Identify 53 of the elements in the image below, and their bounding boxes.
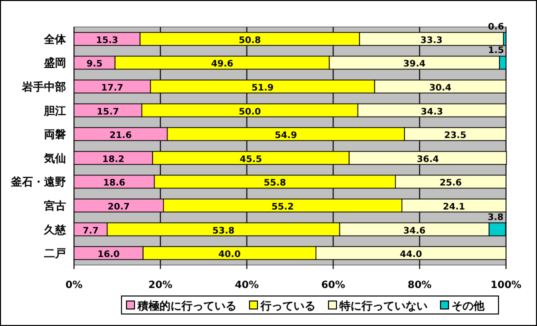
- data-label: 49.6: [211, 60, 234, 70]
- x-tick-label: 60%: [321, 280, 346, 291]
- data-label: 36.4: [416, 154, 439, 165]
- x-tick-label: 80%: [408, 280, 432, 291]
- y-tick-label: 二戸: [44, 247, 66, 260]
- x-tick-label: 100%: [490, 280, 522, 291]
- legend-label: 積極的に行っている: [136, 300, 236, 312]
- y-tick-label: 宮古: [44, 200, 66, 212]
- data-label: 25.6: [440, 178, 462, 189]
- data-label: 15.3: [96, 36, 118, 46]
- data-label: 7.7: [82, 226, 99, 236]
- legend-label: 特に行っていない: [338, 300, 428, 312]
- data-label: 30.4: [429, 84, 452, 94]
- data-label: 44.0: [400, 250, 422, 260]
- data-label: 1.5: [488, 46, 504, 56]
- data-label: 45.5: [240, 154, 262, 165]
- data-label: 20.7: [108, 202, 130, 212]
- data-label: 55.8: [264, 178, 286, 189]
- data-label: 54.9: [274, 131, 298, 142]
- data-label: 40.0: [218, 250, 241, 260]
- data-label: 0.6: [488, 22, 504, 32]
- data-label: 50.8: [238, 36, 261, 46]
- data-label: 16.0: [97, 250, 120, 260]
- data-label: 24.1: [442, 202, 466, 212]
- data-label: 23.5: [444, 131, 466, 142]
- data-label: 15.7: [96, 107, 120, 118]
- data-label: 34.3: [420, 107, 444, 118]
- legend-label: その他: [452, 300, 486, 312]
- data-label: 21.6: [110, 131, 132, 142]
- data-label: 55.2: [272, 202, 294, 212]
- data-label: 50.0: [238, 107, 261, 118]
- y-tick-label: 両磐: [44, 128, 66, 142]
- y-tick-label: 久慈: [43, 223, 67, 236]
- y-tick-label: 胆江: [43, 104, 66, 118]
- data-label: 18.2: [102, 154, 124, 165]
- data-label: 34.6: [403, 226, 426, 236]
- y-tick-label: 気仙: [43, 152, 66, 165]
- x-tick-label: 0%: [66, 280, 82, 291]
- y-tick-label: 盛岡: [43, 56, 66, 70]
- y-tick-label: 岩手中部: [21, 80, 66, 94]
- data-label: 53.8: [212, 226, 235, 236]
- y-tick-label: 全体: [43, 32, 67, 46]
- legend-label: 行っている: [260, 300, 316, 312]
- x-tick-label: 40%: [234, 280, 259, 291]
- x-tick-label: 20%: [148, 280, 172, 291]
- data-label: 18.6: [103, 178, 126, 189]
- data-label: 9.5: [86, 60, 102, 70]
- data-label: 39.4: [403, 60, 426, 70]
- data-label: 3.8: [488, 212, 504, 223]
- data-label: 17.7: [101, 84, 124, 94]
- data-label: 33.3: [420, 36, 443, 46]
- data-label: 51.9: [251, 84, 274, 94]
- y-tick-label: 釜石・遠野: [10, 176, 66, 189]
